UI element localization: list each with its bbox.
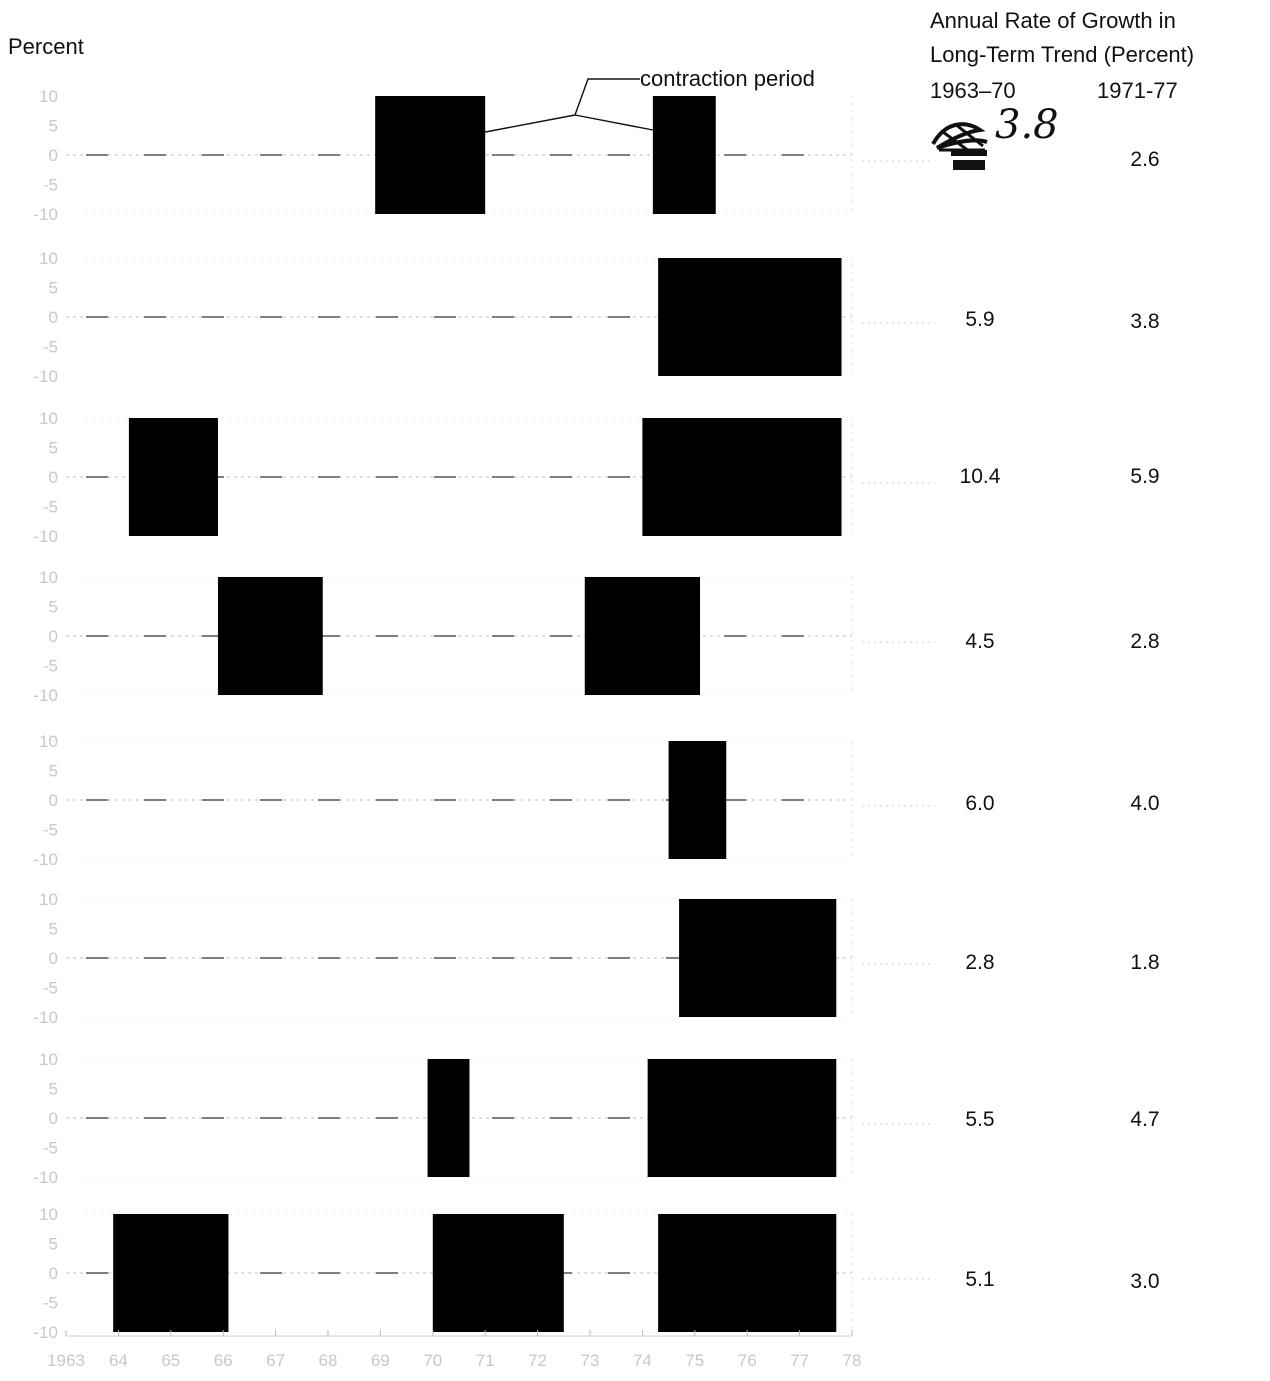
y-tick-label: -10 xyxy=(33,1323,58,1342)
rate-1971-77-panel-7: 4.7 xyxy=(1130,1108,1160,1131)
contraction-bar xyxy=(217,577,323,695)
contraction-bar xyxy=(642,418,842,536)
x-tick-label: 69 xyxy=(371,1351,390,1370)
x-tick-label: 73 xyxy=(581,1351,600,1370)
y-tick-label: -10 xyxy=(33,205,58,224)
y-tick-label: 5 xyxy=(49,1235,58,1254)
rate-1971-77-panel-3: 5.9 xyxy=(1130,465,1160,488)
x-tick-label: 65 xyxy=(161,1351,180,1370)
contraction-bar xyxy=(658,1214,837,1332)
scribble-mark xyxy=(931,122,988,170)
x-tick-label: 1963 xyxy=(47,1351,85,1370)
y-tick-label: -5 xyxy=(43,979,58,998)
y-tick-label: -10 xyxy=(33,686,58,705)
y-tick-label: 5 xyxy=(49,598,58,617)
contraction-bar xyxy=(652,96,716,214)
rate-1963-70-panel-5: 6.0 xyxy=(965,792,995,815)
contraction-bar xyxy=(113,1214,229,1332)
y-tick-label: 0 xyxy=(49,627,58,646)
y-tick-label: -5 xyxy=(43,657,58,676)
annotation-connector xyxy=(574,78,640,116)
x-tick-label: 77 xyxy=(790,1351,809,1370)
y-tick-label: 0 xyxy=(49,146,58,165)
rate-1963-70-panel-8: 5.1 xyxy=(965,1268,995,1291)
rate-title-line2: Long-Term Trend (Percent) xyxy=(930,42,1195,67)
y-tick-label: -10 xyxy=(33,527,58,546)
y-tick-label: -10 xyxy=(33,1008,58,1027)
x-tick-label: 67 xyxy=(266,1351,285,1370)
y-tick-label: -5 xyxy=(43,821,58,840)
handwritten-correction: 3.8 xyxy=(925,102,1085,182)
contraction-bar xyxy=(128,418,218,536)
rate-1971-77-panel-1: 2.6 xyxy=(1130,148,1160,171)
rate-1963-70-panel-4: 4.5 xyxy=(965,630,995,653)
y-tick-label: 10 xyxy=(39,1205,58,1224)
y-tick-label: 5 xyxy=(49,1080,58,1099)
y-tick-label: 10 xyxy=(39,568,58,587)
rate-1971-77-panel-4: 2.8 xyxy=(1130,630,1160,653)
y-tick-label: 5 xyxy=(49,279,58,298)
y-tick-label: 0 xyxy=(49,949,58,968)
x-tick-label: 68 xyxy=(319,1351,338,1370)
x-tick-label: 78 xyxy=(843,1351,862,1370)
y-tick-label: -10 xyxy=(33,1168,58,1187)
annotation-pointer xyxy=(574,114,654,131)
y-tick-label: 5 xyxy=(49,439,58,458)
rate-1971-77-panel-6: 1.8 xyxy=(1130,951,1160,974)
y-tick-label: 0 xyxy=(49,308,58,327)
y-tick-label: -5 xyxy=(43,176,58,195)
contraction-bar xyxy=(658,258,842,376)
rate-1971-77-panel-2: 3.8 xyxy=(1130,310,1160,333)
rate-title-line1: Annual Rate of Growth in xyxy=(930,8,1176,33)
y-tick-label: 10 xyxy=(39,87,58,106)
contraction-bar xyxy=(375,96,486,214)
y-tick-label: 0 xyxy=(49,468,58,487)
x-tick-label: 76 xyxy=(738,1351,757,1370)
x-tick-label: 75 xyxy=(685,1351,704,1370)
y-tick-label: 10 xyxy=(39,890,58,909)
contraction-bar xyxy=(647,1059,837,1177)
rate-1963-70-panel-3: 10.4 xyxy=(959,465,1001,488)
contraction-bar xyxy=(427,1059,470,1177)
y-tick-label: 0 xyxy=(49,1264,58,1283)
handwritten-value: 3.8 xyxy=(995,102,1059,148)
rate-1971-77-panel-8: 3.0 xyxy=(1130,1270,1160,1293)
y-tick-label: 10 xyxy=(39,732,58,751)
contraction-bar xyxy=(584,577,701,695)
x-tick-label: 74 xyxy=(633,1351,652,1370)
y-tick-label: 5 xyxy=(49,117,58,136)
contraction-bar xyxy=(432,1214,564,1332)
annotation-pointer xyxy=(485,114,576,133)
rate-1971-77-panel-5: 4.0 xyxy=(1130,792,1160,815)
contraction-bar xyxy=(668,741,727,859)
y-tick-label: -5 xyxy=(43,338,58,357)
x-tick-label: 66 xyxy=(214,1351,233,1370)
y-tick-label: 0 xyxy=(49,1109,58,1128)
y-tick-label: 10 xyxy=(39,1050,58,1069)
y-tick-label: -10 xyxy=(33,367,58,386)
y-tick-label: 0 xyxy=(49,791,58,810)
y-tick-label: -10 xyxy=(33,850,58,869)
y-tick-label: -5 xyxy=(43,498,58,517)
col1-period-label: 1963–70 xyxy=(930,78,1016,103)
x-tick-label: 71 xyxy=(476,1351,495,1370)
y-tick-label: 5 xyxy=(49,920,58,939)
y-tick-label: -5 xyxy=(43,1294,58,1313)
y-tick-label: 5 xyxy=(49,762,58,781)
x-tick-label: 64 xyxy=(109,1351,128,1370)
rate-1963-70-panel-7: 5.5 xyxy=(965,1108,995,1131)
y-tick-label: 10 xyxy=(39,249,58,268)
col2-period-label: 1971-77 xyxy=(1097,78,1178,103)
y-unit-label: Percent xyxy=(8,34,84,59)
y-tick-label: 10 xyxy=(39,409,58,428)
x-tick-label: 70 xyxy=(423,1351,442,1370)
rate-1963-70-panel-6: 2.8 xyxy=(965,951,995,974)
rate-1963-70-panel-2: 5.9 xyxy=(965,308,995,331)
y-tick-label: -5 xyxy=(43,1139,58,1158)
x-tick-label: 72 xyxy=(528,1351,547,1370)
contraction-period-annotation: contraction period xyxy=(640,66,815,91)
contraction-bar xyxy=(679,899,837,1017)
